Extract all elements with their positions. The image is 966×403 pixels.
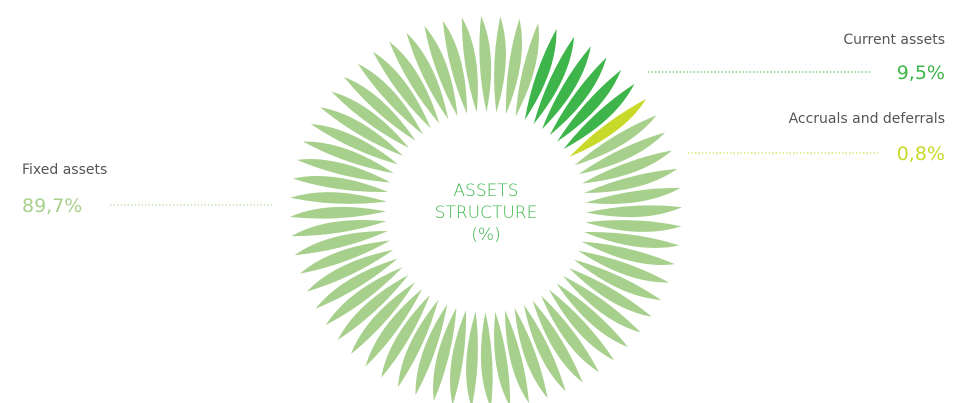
petal bbox=[442, 20, 468, 114]
petal bbox=[581, 241, 676, 265]
petal bbox=[573, 259, 662, 301]
petal bbox=[584, 168, 678, 194]
petal bbox=[337, 275, 409, 341]
petal bbox=[556, 283, 629, 348]
petal bbox=[542, 46, 591, 130]
petal bbox=[578, 250, 669, 283]
petal bbox=[424, 25, 458, 117]
petal bbox=[303, 141, 394, 174]
petal bbox=[581, 150, 673, 184]
petal bbox=[350, 282, 415, 355]
petal bbox=[372, 51, 431, 129]
petal bbox=[505, 18, 523, 115]
pie-segment bbox=[524, 29, 635, 149]
petal bbox=[415, 304, 448, 395]
petal bbox=[532, 300, 583, 383]
petal bbox=[585, 220, 682, 232]
petal bbox=[381, 294, 430, 378]
petal bbox=[585, 205, 683, 218]
petal bbox=[524, 29, 557, 120]
petal bbox=[406, 32, 449, 120]
petal bbox=[320, 107, 404, 156]
petal bbox=[397, 299, 439, 388]
petal bbox=[449, 309, 467, 403]
petal bbox=[365, 288, 423, 367]
petal bbox=[585, 187, 681, 204]
value-label: 0,8% bbox=[897, 143, 945, 165]
petal bbox=[306, 249, 394, 292]
petal bbox=[574, 115, 657, 166]
petal bbox=[461, 17, 478, 113]
petal bbox=[299, 240, 391, 274]
value-label: 89,7% bbox=[22, 195, 82, 217]
petal bbox=[479, 15, 492, 113]
petal bbox=[514, 307, 548, 399]
petal bbox=[562, 275, 641, 333]
petal bbox=[343, 76, 416, 141]
petal bbox=[557, 69, 622, 142]
petal bbox=[568, 268, 652, 317]
petal bbox=[357, 63, 423, 135]
petal bbox=[578, 132, 666, 175]
petal bbox=[290, 192, 387, 204]
petal bbox=[523, 304, 566, 392]
petal bbox=[315, 258, 398, 309]
petal bbox=[289, 206, 387, 219]
pie-segment bbox=[569, 98, 647, 157]
petal bbox=[494, 16, 506, 113]
pie-segment bbox=[289, 15, 683, 403]
petal bbox=[549, 57, 607, 136]
petal bbox=[294, 230, 388, 256]
petal bbox=[466, 311, 478, 403]
petal bbox=[541, 295, 600, 373]
legend-label: Accruals and deferrals bbox=[789, 111, 945, 127]
petal bbox=[515, 22, 539, 117]
petal bbox=[331, 91, 410, 149]
petal bbox=[504, 310, 530, 403]
petal bbox=[389, 41, 440, 124]
petal bbox=[325, 267, 403, 326]
petal bbox=[480, 311, 493, 403]
petal bbox=[433, 307, 457, 402]
petal bbox=[292, 175, 389, 193]
legend-label: Current assets bbox=[843, 32, 945, 48]
petal bbox=[563, 83, 635, 149]
petal bbox=[583, 231, 680, 249]
petal bbox=[569, 98, 647, 157]
legend-label: Fixed assets bbox=[22, 162, 107, 178]
petal bbox=[533, 36, 575, 125]
petal bbox=[494, 311, 511, 403]
petal bbox=[310, 123, 399, 165]
petal bbox=[291, 220, 387, 237]
petal bbox=[296, 159, 391, 183]
value-label: 9,5% bbox=[897, 62, 945, 84]
petal bbox=[549, 289, 615, 361]
chart-title: ASSETS STRUCTURE (%) bbox=[434, 181, 538, 245]
